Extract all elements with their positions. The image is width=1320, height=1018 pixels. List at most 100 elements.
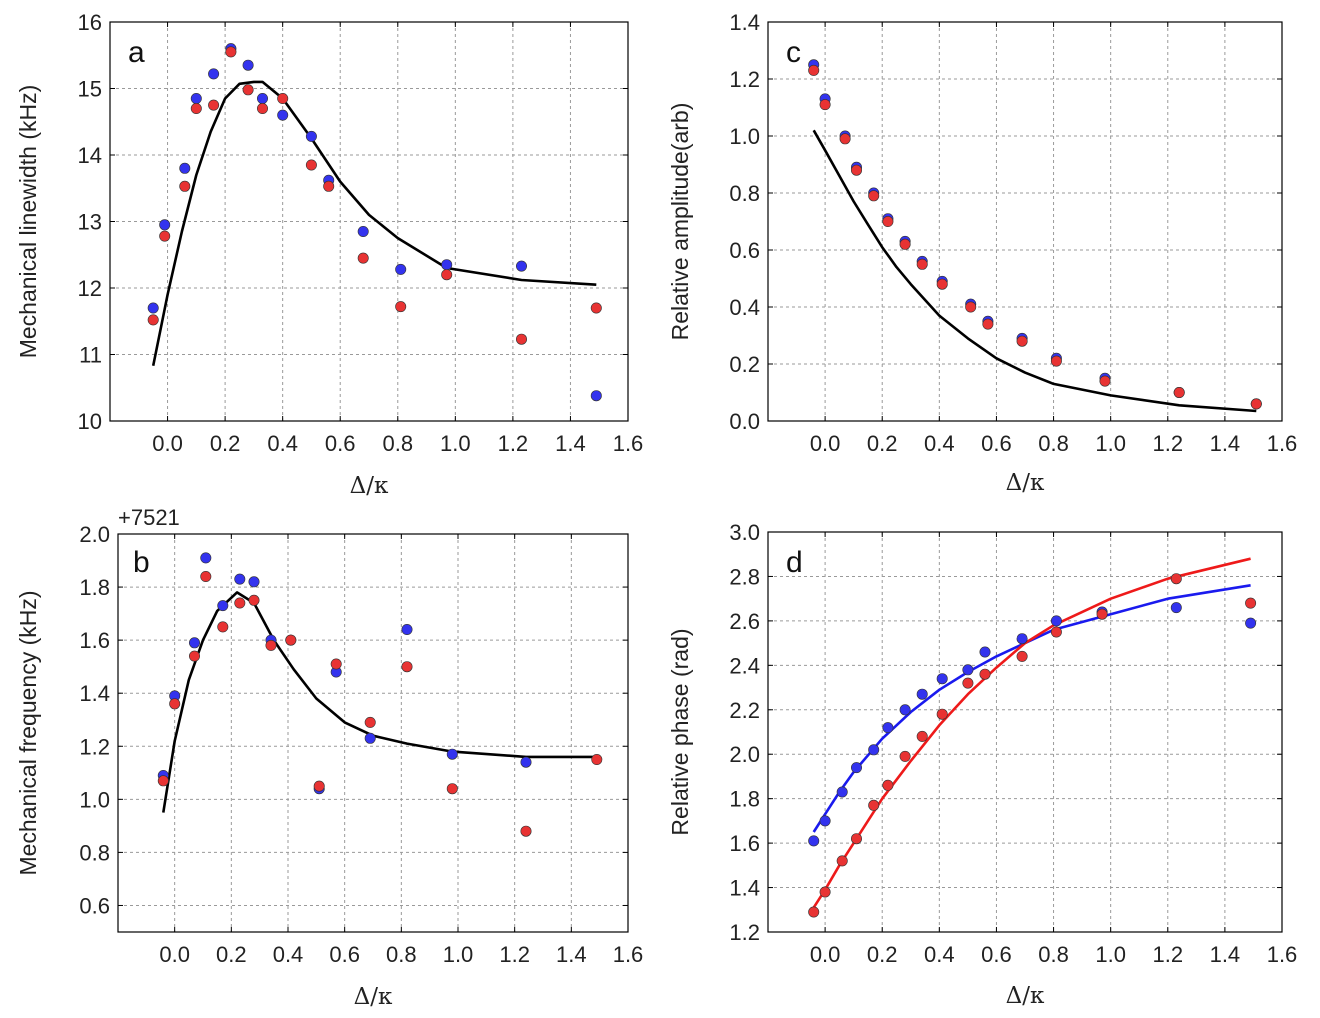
data-point-blue-data <box>277 109 289 121</box>
data-point-red-data <box>1050 626 1062 638</box>
y-tick-label: 0.0 <box>729 409 760 434</box>
x-tick-label: 1.0 <box>1095 431 1126 456</box>
data-point-blue-data <box>256 93 268 105</box>
data-point-red-data <box>916 730 928 742</box>
data-point-blue-data <box>1050 615 1062 627</box>
y-tick-label: 2.8 <box>729 564 760 589</box>
data-point-red-data <box>982 318 994 330</box>
data-point-red-data <box>357 252 369 264</box>
panel-letter: d <box>786 546 803 579</box>
x-tick-label: 1.2 <box>1152 431 1183 456</box>
x-tick-label: 1.6 <box>1267 431 1298 456</box>
x-tick-label: 0.6 <box>325 431 356 456</box>
data-point-blue-data <box>441 259 453 271</box>
data-point-red-data <box>179 180 191 192</box>
model-curve-red-model <box>812 557 1251 909</box>
data-point-blue-data <box>242 59 254 71</box>
data-point-red-data <box>882 779 894 791</box>
x-tick-label: 1.2 <box>498 431 529 456</box>
panel-c: 0.0 0.2 0.4 0.6 0.8 1.0 1.2 1.4 1.6 0.0 0.2 0.4 0.6 0… <box>667 10 1297 496</box>
x-tick-label: 0.6 <box>981 942 1012 967</box>
y-tick-label: 10 <box>78 409 102 434</box>
y-tick-label: 0.8 <box>79 840 110 865</box>
data-point-blue-data <box>520 756 532 768</box>
data-point-red-data <box>962 677 974 689</box>
data-point-red-data <box>313 780 325 792</box>
data-point-blue-data <box>515 260 527 272</box>
data-point-red-data <box>899 750 911 762</box>
x-tick-label: 0.6 <box>329 942 360 967</box>
data-point-red-data <box>395 301 407 313</box>
x-tick-label: 1.6 <box>1267 942 1298 967</box>
data-point-blue-data <box>808 835 820 847</box>
data-point-red-data <box>364 716 376 728</box>
data-point-blue-data <box>159 219 171 231</box>
y-tick-label: 1.4 <box>79 681 110 706</box>
data-point-red-data <box>591 753 603 765</box>
data-point-red-data <box>979 668 991 680</box>
y-tick-label: 1.4 <box>729 876 760 901</box>
data-point-red-data <box>1016 650 1028 662</box>
data-point-blue-data <box>357 226 369 238</box>
x-axis-label: Δ/κ <box>1006 470 1045 496</box>
x-tick-label: 0.2 <box>867 942 898 967</box>
y-tick-label: 1.2 <box>79 734 110 759</box>
x-tick-label: 1.6 <box>613 431 644 456</box>
x-tick-label: 0.0 <box>159 942 190 967</box>
x-tick-label: 0.2 <box>216 942 247 967</box>
x-tick-label: 0.4 <box>267 431 298 456</box>
data-point-red-data <box>819 99 831 111</box>
y-tick-label: 3.0 <box>729 520 760 545</box>
model-curve-black-model <box>812 129 1257 413</box>
panel-letter: a <box>128 36 145 69</box>
x-tick-label: 1.6 <box>613 942 644 967</box>
y-tick-label: 12 <box>78 276 102 301</box>
y-tick-label: 1.2 <box>729 67 760 92</box>
data-point-red-data <box>157 775 169 787</box>
y-tick-label: 2.6 <box>729 609 760 634</box>
x-tick-label: 1.4 <box>555 431 586 456</box>
data-point-blue-data <box>1016 633 1028 645</box>
y-axis-label: Mechanical frequency (kHz) <box>15 590 41 875</box>
y-tick-label: 2.2 <box>729 698 760 723</box>
data-point-red-data <box>446 783 458 795</box>
y-tick-label: 11 <box>79 343 102 368</box>
x-tick-label: 0.4 <box>924 431 955 456</box>
x-axis-label: Δ/κ <box>354 984 393 1010</box>
x-tick-label: 0.6 <box>981 431 1012 456</box>
y-tick-label: 1.6 <box>729 831 760 856</box>
data-point-blue-data <box>189 637 201 649</box>
data-point-red-data <box>850 164 862 176</box>
x-axis-label: Δ/κ <box>350 473 389 499</box>
data-point-red-data <box>850 833 862 845</box>
x-tick-label: 0.0 <box>152 431 183 456</box>
data-point-blue-data <box>179 162 191 174</box>
data-point-red-data <box>234 597 246 609</box>
data-point-blue-data <box>868 744 880 756</box>
y-tick-label: 1.4 <box>729 10 760 35</box>
data-point-red-data <box>265 639 277 651</box>
y-axis-label: Mechanical linewidth (kHz) <box>15 85 41 359</box>
x-tick-label: 1.0 <box>443 942 474 967</box>
data-point-blue-data <box>590 390 602 402</box>
y-axis-label: Relative amplitude(arb) <box>667 103 693 341</box>
data-point-red-data <box>965 301 977 313</box>
data-point-red-data <box>190 103 202 115</box>
y-tick-label: 0.8 <box>729 181 760 206</box>
data-point-red-data <box>208 99 220 111</box>
data-point-red-data <box>899 238 911 250</box>
y-tick-label: 2.0 <box>79 522 110 547</box>
data-point-blue-data <box>979 646 991 658</box>
y-tick-label: 0.4 <box>729 295 760 320</box>
x-tick-label: 1.0 <box>1095 942 1126 967</box>
data-point-red-data <box>520 825 532 837</box>
x-tick-label: 1.2 <box>499 942 530 967</box>
model-curve-black-model <box>151 80 597 367</box>
data-point-red-data <box>242 84 254 96</box>
data-point-red-data <box>305 159 317 171</box>
y-tick-label: 1.0 <box>79 787 110 812</box>
x-tick-label: 0.4 <box>273 942 304 967</box>
data-point-red-data <box>819 886 831 898</box>
x-tick-label: 1.4 <box>1210 431 1241 456</box>
